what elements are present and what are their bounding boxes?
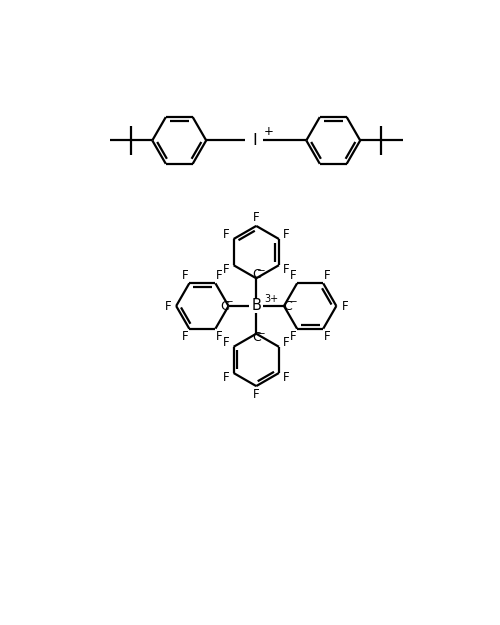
Text: F: F: [216, 329, 223, 342]
Text: F: F: [182, 269, 188, 282]
Text: F: F: [216, 269, 223, 282]
Text: −: −: [257, 329, 266, 339]
Text: F: F: [253, 211, 260, 224]
Text: +: +: [264, 126, 274, 139]
Text: F: F: [223, 336, 230, 349]
Text: F: F: [223, 371, 230, 384]
Text: F: F: [283, 336, 290, 349]
Text: C: C: [220, 299, 229, 312]
Text: F: F: [182, 329, 188, 342]
Text: C: C: [252, 331, 260, 344]
Text: −: −: [288, 297, 297, 307]
Text: F: F: [283, 371, 290, 384]
Text: C: C: [284, 299, 292, 312]
Text: −: −: [226, 297, 234, 307]
Text: B: B: [252, 299, 261, 314]
Text: F: F: [324, 269, 331, 282]
Text: F: F: [223, 263, 230, 276]
Text: F: F: [223, 228, 230, 241]
Text: F: F: [253, 388, 260, 401]
Text: F: F: [290, 269, 296, 282]
Text: F: F: [324, 329, 331, 342]
Text: 3+: 3+: [264, 294, 279, 304]
Text: F: F: [164, 299, 171, 312]
Text: F: F: [342, 299, 348, 312]
Text: I: I: [252, 133, 256, 148]
Text: F: F: [283, 228, 290, 241]
Text: F: F: [290, 329, 296, 342]
Text: F: F: [283, 263, 290, 276]
Text: −: −: [257, 266, 266, 276]
Text: C: C: [252, 268, 260, 281]
